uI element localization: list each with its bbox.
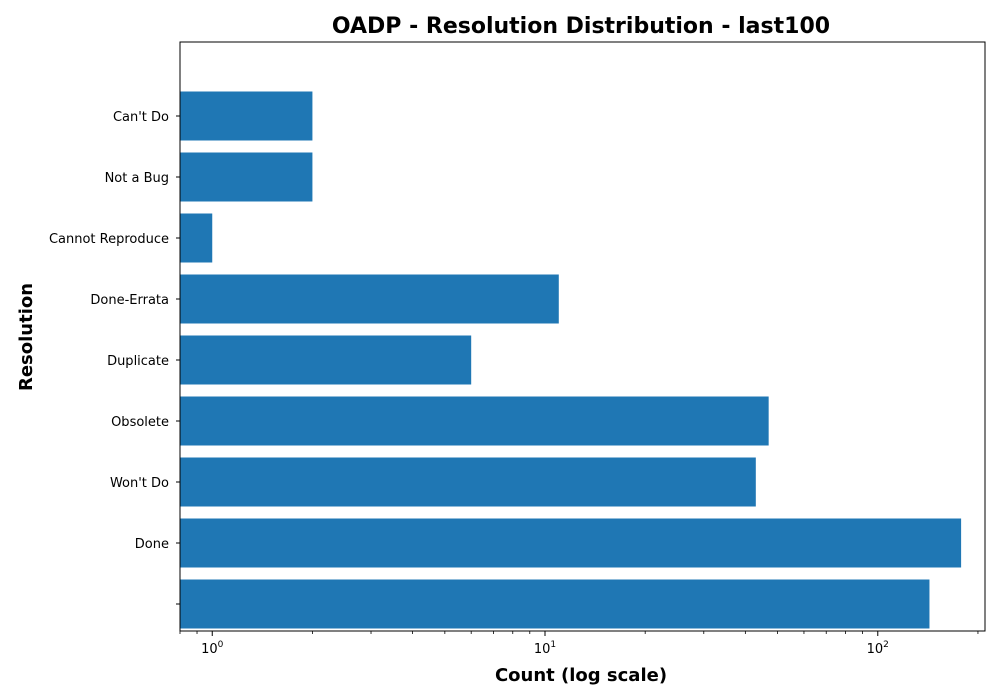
bar-blank-0 [180,579,930,629]
y-tick-label: Obsolete [111,415,169,430]
y-tick-label: Done-Errata [90,293,169,308]
x-axis-label: Count (log scale) [495,665,667,686]
bar-done [180,518,962,568]
chart-title: OADP - Resolution Distribution - last100 [332,14,830,39]
y-tick-label: Can't Do [113,110,169,125]
y-axis-label: Resolution [16,283,37,391]
bar-duplicate [180,335,472,385]
bar-not-a-bug [180,152,313,202]
y-tick-label: Not a Bug [105,171,169,186]
bar-won-t-do [180,457,756,507]
y-tick-label: Won't Do [110,476,169,491]
x-axis-ticks: 100 101 102 [179,631,979,657]
x-tick-label: 102 [867,640,889,657]
bar-cannot-reproduce [180,213,213,263]
plot-frame [179,41,986,632]
bar-obsolete [180,396,769,446]
bar-can-t-do [180,91,313,141]
y-tick-label: Done [135,537,169,552]
x-tick-label: 100 [201,640,224,657]
x-tick-label: 101 [534,640,556,657]
y-axis-ticks: Done Won't Do Obsolete Duplicate Done-Errata… [49,110,180,605]
y-tick-label: Duplicate [107,354,169,369]
bar-done-errata [180,274,559,324]
bars [180,91,962,629]
y-tick-label: Cannot Reproduce [49,232,169,247]
